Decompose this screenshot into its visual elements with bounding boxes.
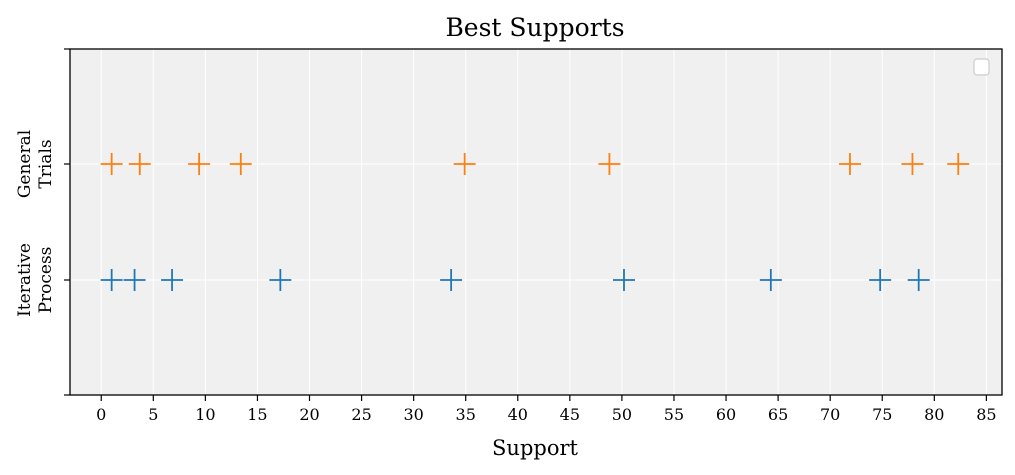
x-tick-label: 40 [508,405,528,424]
x-tick-label: 15 [247,405,267,424]
chart-title: Best Supports [445,13,624,42]
data-point [453,153,476,175]
x-tick-label: 50 [612,405,632,424]
data-point [612,269,635,291]
data-point [100,153,123,175]
x-tick-label: 80 [924,405,944,424]
x-tick-label: 65 [768,405,788,424]
legend [973,58,990,76]
y-axis: Iterative Process General Trials [15,48,70,396]
data-point [869,269,892,291]
x-tick-label: 60 [716,405,736,424]
x-axis: 0 5 10 15 20 25 30 35 40 45 50 55 60 65 70 75 80 85 [96,395,997,424]
y-category-label-line2: Trials [36,139,56,188]
x-axis-label: Support [492,436,578,460]
y-category-label-line1: General [15,130,35,198]
x-tick-label: 45 [560,405,580,424]
y-category-label-line1: Iterative [15,243,35,317]
data-point [229,153,252,175]
x-tick-label: 30 [403,405,423,424]
data-point [907,269,930,291]
data-point [947,153,970,175]
data-marks [100,153,970,291]
x-tick-label: 55 [664,405,684,424]
grid [70,49,1002,395]
data-point [100,269,123,291]
plot-border [69,48,1003,396]
data-point [440,269,463,291]
data-point [188,153,211,175]
x-tick-label: 25 [351,405,371,424]
data-point [598,153,621,175]
x-tick-label: 5 [148,405,158,424]
x-tick-label: 10 [195,405,215,424]
x-tick-label: 0 [96,405,106,424]
data-point [128,153,151,175]
y-category-label: Iterative Process [15,243,56,317]
x-tick-label: 35 [456,405,476,424]
x-tick-label: 75 [872,405,892,424]
data-point [269,269,292,291]
data-point [123,269,146,291]
y-category-label-line2: Process [36,247,56,314]
data-point [759,269,782,291]
x-tick-label: 70 [820,405,840,424]
plot-area [70,49,1002,395]
x-tick-label: 85 [976,405,996,424]
x-tick-label: 20 [299,405,319,424]
data-point [161,269,184,291]
y-category-label: General Trials [15,130,56,198]
data-point [901,153,924,175]
data-point [838,153,861,175]
